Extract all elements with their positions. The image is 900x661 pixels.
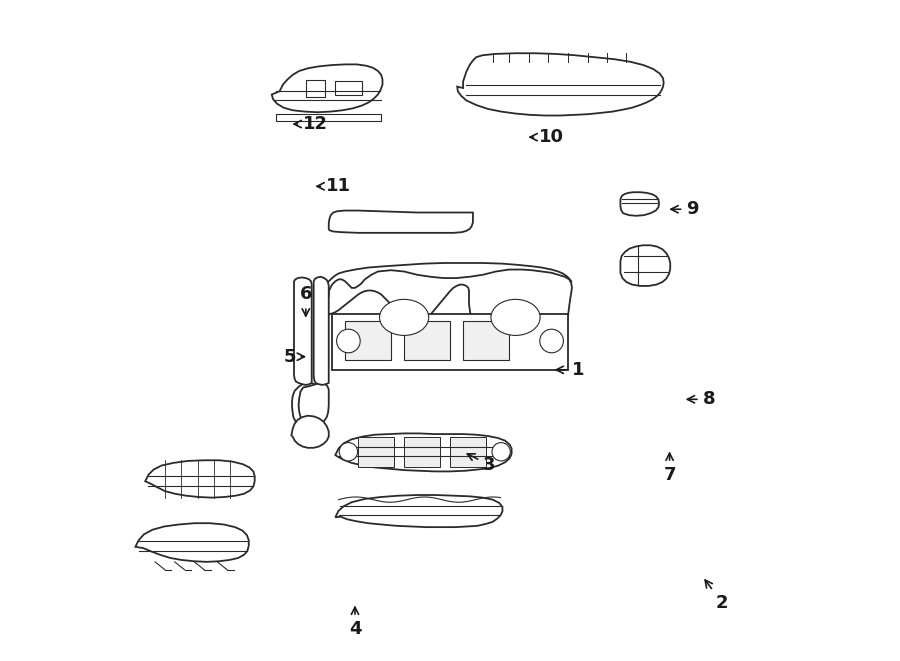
Text: 6: 6	[300, 286, 312, 316]
Circle shape	[337, 329, 360, 353]
Ellipse shape	[491, 299, 540, 335]
Polygon shape	[299, 383, 328, 427]
Text: 11: 11	[317, 177, 351, 195]
Polygon shape	[620, 245, 670, 286]
Polygon shape	[345, 321, 391, 360]
Polygon shape	[336, 495, 502, 527]
Text: 12: 12	[294, 115, 328, 133]
Polygon shape	[314, 277, 328, 385]
Text: 2: 2	[705, 580, 728, 611]
Polygon shape	[272, 64, 382, 112]
Text: 4: 4	[348, 607, 361, 638]
Polygon shape	[336, 81, 362, 95]
Polygon shape	[325, 270, 572, 347]
Text: 7: 7	[663, 453, 676, 484]
Polygon shape	[450, 437, 486, 467]
Text: 5: 5	[284, 348, 304, 366]
Polygon shape	[292, 416, 328, 447]
Polygon shape	[294, 278, 311, 385]
Polygon shape	[306, 80, 326, 97]
Polygon shape	[358, 437, 394, 467]
Polygon shape	[457, 54, 663, 116]
Polygon shape	[135, 524, 248, 562]
Polygon shape	[620, 192, 659, 215]
Ellipse shape	[380, 299, 428, 335]
Polygon shape	[145, 460, 255, 498]
Circle shape	[492, 443, 510, 461]
Polygon shape	[404, 437, 440, 467]
Polygon shape	[404, 321, 450, 360]
Circle shape	[339, 443, 357, 461]
Polygon shape	[332, 314, 568, 369]
Circle shape	[540, 329, 563, 353]
Polygon shape	[276, 114, 382, 121]
Text: 8: 8	[688, 391, 716, 408]
Polygon shape	[292, 383, 320, 426]
Polygon shape	[464, 321, 509, 360]
Text: 3: 3	[467, 454, 496, 474]
Polygon shape	[336, 434, 511, 471]
Polygon shape	[328, 211, 472, 233]
Text: 1: 1	[556, 361, 584, 379]
Text: 9: 9	[670, 200, 698, 218]
Text: 10: 10	[530, 128, 564, 146]
